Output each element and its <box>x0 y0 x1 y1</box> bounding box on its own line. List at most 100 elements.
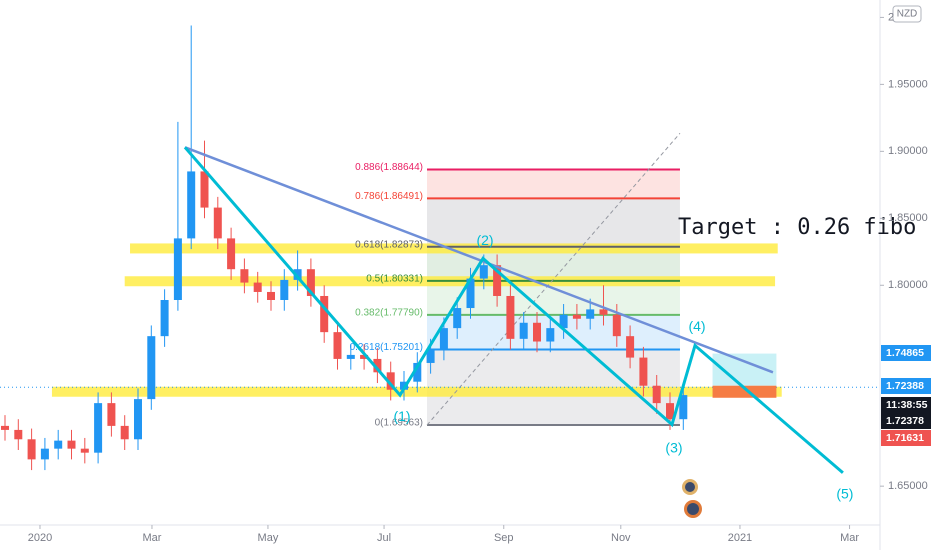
candle-body <box>533 322 541 342</box>
candle-body <box>572 314 581 319</box>
candle-body <box>27 439 36 460</box>
price-label: 1.71631 <box>886 432 924 444</box>
candle-body <box>293 269 302 280</box>
wave-label: (2) <box>476 232 493 248</box>
price-label: 1.72388 <box>886 380 924 392</box>
price-label: 11:38:55 <box>886 399 928 411</box>
candle-body <box>493 265 502 296</box>
price-label-bg <box>881 345 931 361</box>
wave-label: (3) <box>665 439 682 455</box>
candle-body <box>652 385 661 404</box>
candle-body <box>227 238 236 270</box>
candle-body <box>54 440 63 449</box>
candle-body <box>360 354 369 359</box>
price-label-bg <box>881 397 931 413</box>
candle-body <box>40 448 49 460</box>
y-tick-label: 1.65000 <box>888 480 928 492</box>
wave-label: (1) <box>393 408 410 424</box>
candle-body <box>1 425 9 430</box>
fib-zone <box>427 198 680 247</box>
candle-body <box>94 403 103 453</box>
icon <box>687 503 699 515</box>
y-tick-label: 1.90000 <box>888 145 928 157</box>
icon <box>685 482 695 492</box>
candle-body <box>413 362 422 382</box>
y-tick-label: 1.80000 <box>888 279 928 291</box>
candle-body <box>479 265 488 279</box>
candle-body <box>519 322 528 339</box>
y-tick-label: 1.85000 <box>888 212 928 224</box>
fib-label: 0.5(1.80331) <box>366 273 423 284</box>
candle-body <box>639 357 648 386</box>
price-label: 1.74865 <box>886 347 924 359</box>
price-label: 1.72378 <box>886 415 924 427</box>
fib-label: 0.2618(1.75201) <box>350 342 423 353</box>
price-label-bg <box>881 430 931 446</box>
candle-body <box>267 291 275 300</box>
candle-body <box>240 269 249 283</box>
candle-body <box>306 269 315 296</box>
support-zone <box>130 243 778 254</box>
candle-body <box>346 354 355 359</box>
stop-zone <box>712 385 777 398</box>
fib-label: 0.886(1.88644) <box>355 162 423 173</box>
candle-body <box>386 372 395 390</box>
currency: NZD <box>897 9 918 20</box>
candle-body <box>466 278 475 309</box>
trend-line <box>184 146 774 374</box>
candle-body <box>120 425 129 440</box>
x-tick-label: Jul <box>377 532 391 544</box>
candle-body <box>373 358 382 373</box>
x-tick-label: Mar <box>142 532 161 544</box>
x-tick-label: May <box>258 532 279 544</box>
fib-label: 0.786(1.86491) <box>355 191 423 202</box>
candle-body <box>506 295 515 339</box>
fib-label: 0.382(1.77790) <box>355 308 423 319</box>
x-tick-label: Sep <box>494 532 514 544</box>
fib-label: 0.618(1.82873) <box>355 239 423 250</box>
candle-body <box>80 448 89 453</box>
candle-body <box>173 238 182 300</box>
price-label-bg <box>881 413 931 429</box>
candle-body <box>200 171 209 208</box>
candle-body <box>147 336 156 400</box>
candle-body <box>626 336 635 358</box>
wave-label: (4) <box>688 318 705 334</box>
fib-diagonal <box>426 132 681 426</box>
candle-body <box>666 403 674 420</box>
candle-body <box>453 308 462 329</box>
candle-body <box>67 440 76 449</box>
currency-badge[interactable] <box>892 5 922 23</box>
candle-body <box>679 395 688 420</box>
candle-body <box>559 314 568 329</box>
x-tick-label: 2020 <box>28 532 52 544</box>
candle-body <box>439 328 448 350</box>
wave-label: (5) <box>836 485 853 501</box>
candle-body <box>586 309 595 319</box>
annotation: Target : 0.26 fibo <box>678 215 916 240</box>
fib-label: 0(1.69563) <box>375 418 423 429</box>
x-tick-label: 2021 <box>728 532 752 544</box>
y-tick-label: 2 <box>888 11 894 23</box>
wave-line <box>183 146 844 474</box>
x-tick-label: Mar <box>840 532 859 544</box>
fib-zone <box>427 169 680 199</box>
candle-body <box>213 207 222 239</box>
candle-body <box>253 282 262 292</box>
icons <box>682 479 702 518</box>
candle-body <box>160 300 169 337</box>
candle-body <box>134 399 142 440</box>
candle-body <box>320 295 329 333</box>
candle-body <box>107 403 116 426</box>
candle-body <box>280 279 289 300</box>
price-label-bg <box>881 378 931 394</box>
candle-body <box>333 332 342 359</box>
candle-body <box>14 429 23 440</box>
candle-body <box>546 328 555 342</box>
candle-body <box>599 309 608 315</box>
x-tick-label: Nov <box>611 532 631 544</box>
y-tick-label: 1.95000 <box>888 78 928 90</box>
candle-body <box>187 171 196 239</box>
